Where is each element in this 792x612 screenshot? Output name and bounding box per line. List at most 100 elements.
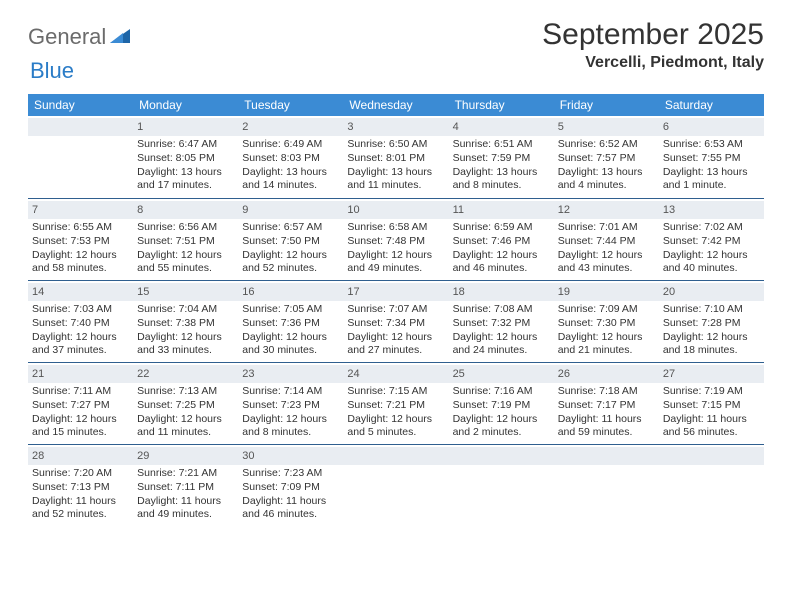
week-row: 14Sunrise: 7:03 AMSunset: 7:40 PMDayligh… xyxy=(28,280,764,362)
dow-friday: Friday xyxy=(554,94,659,116)
sunrise-text: Sunrise: 7:05 AM xyxy=(242,303,339,317)
sunset-text: Sunset: 7:50 PM xyxy=(242,235,339,249)
sunset-text: Sunset: 7:28 PM xyxy=(663,317,760,331)
sunset-text: Sunset: 7:23 PM xyxy=(242,399,339,413)
sunset-text: Sunset: 7:11 PM xyxy=(137,481,234,495)
sunrise-text: Sunrise: 7:15 AM xyxy=(347,385,444,399)
sunrise-text: Sunrise: 7:20 AM xyxy=(32,467,129,481)
day-number: 4 xyxy=(449,118,554,136)
daylight-text: Daylight: 12 hours and 46 minutes. xyxy=(453,249,550,276)
title-block: September 2025 Vercelli, Piedmont, Italy xyxy=(542,18,764,72)
daylight-text: Daylight: 12 hours and 30 minutes. xyxy=(242,331,339,358)
day-number: 18 xyxy=(449,283,554,301)
day-cell: 26Sunrise: 7:18 AMSunset: 7:17 PMDayligh… xyxy=(554,363,659,444)
day-number xyxy=(659,447,764,465)
day-number: 9 xyxy=(238,201,343,219)
sunset-text: Sunset: 7:21 PM xyxy=(347,399,444,413)
day-cell xyxy=(343,445,448,526)
week-row: 21Sunrise: 7:11 AMSunset: 7:27 PMDayligh… xyxy=(28,362,764,444)
calendar: Sunday Monday Tuesday Wednesday Thursday… xyxy=(28,94,764,526)
daylight-text: Daylight: 11 hours and 52 minutes. xyxy=(32,495,129,522)
daylight-text: Daylight: 12 hours and 18 minutes. xyxy=(663,331,760,358)
sunset-text: Sunset: 8:05 PM xyxy=(137,152,234,166)
daylight-text: Daylight: 13 hours and 17 minutes. xyxy=(137,166,234,193)
day-number: 29 xyxy=(133,447,238,465)
day-cell: 3Sunrise: 6:50 AMSunset: 8:01 PMDaylight… xyxy=(343,116,448,198)
day-cell: 6Sunrise: 6:53 AMSunset: 7:55 PMDaylight… xyxy=(659,116,764,198)
sunrise-text: Sunrise: 7:21 AM xyxy=(137,467,234,481)
daylight-text: Daylight: 11 hours and 49 minutes. xyxy=(137,495,234,522)
day-cell: 16Sunrise: 7:05 AMSunset: 7:36 PMDayligh… xyxy=(238,281,343,362)
sunset-text: Sunset: 7:09 PM xyxy=(242,481,339,495)
day-cell xyxy=(554,445,659,526)
daylight-text: Daylight: 12 hours and 11 minutes. xyxy=(137,413,234,440)
sunset-text: Sunset: 7:19 PM xyxy=(453,399,550,413)
day-cell: 5Sunrise: 6:52 AMSunset: 7:57 PMDaylight… xyxy=(554,116,659,198)
daylight-text: Daylight: 12 hours and 5 minutes. xyxy=(347,413,444,440)
day-number: 14 xyxy=(28,283,133,301)
day-cell: 22Sunrise: 7:13 AMSunset: 7:25 PMDayligh… xyxy=(133,363,238,444)
day-cell: 15Sunrise: 7:04 AMSunset: 7:38 PMDayligh… xyxy=(133,281,238,362)
daylight-text: Daylight: 12 hours and 37 minutes. xyxy=(32,331,129,358)
sunrise-text: Sunrise: 7:08 AM xyxy=(453,303,550,317)
daylight-text: Daylight: 13 hours and 14 minutes. xyxy=(242,166,339,193)
daylight-text: Daylight: 12 hours and 8 minutes. xyxy=(242,413,339,440)
sunset-text: Sunset: 7:38 PM xyxy=(137,317,234,331)
sunset-text: Sunset: 7:36 PM xyxy=(242,317,339,331)
sunset-text: Sunset: 7:34 PM xyxy=(347,317,444,331)
sunrise-text: Sunrise: 7:04 AM xyxy=(137,303,234,317)
daylight-text: Daylight: 12 hours and 43 minutes. xyxy=(558,249,655,276)
month-title: September 2025 xyxy=(542,18,764,52)
sunrise-text: Sunrise: 7:23 AM xyxy=(242,467,339,481)
dow-wednesday: Wednesday xyxy=(343,94,448,116)
daylight-text: Daylight: 13 hours and 11 minutes. xyxy=(347,166,444,193)
day-number xyxy=(554,447,659,465)
sunrise-text: Sunrise: 6:51 AM xyxy=(453,138,550,152)
day-cell: 17Sunrise: 7:07 AMSunset: 7:34 PMDayligh… xyxy=(343,281,448,362)
day-cell xyxy=(28,116,133,198)
daylight-text: Daylight: 12 hours and 27 minutes. xyxy=(347,331,444,358)
daylight-text: Daylight: 12 hours and 55 minutes. xyxy=(137,249,234,276)
day-number: 6 xyxy=(659,118,764,136)
day-cell: 27Sunrise: 7:19 AMSunset: 7:15 PMDayligh… xyxy=(659,363,764,444)
sunset-text: Sunset: 7:53 PM xyxy=(32,235,129,249)
daylight-text: Daylight: 11 hours and 46 minutes. xyxy=(242,495,339,522)
day-number: 2 xyxy=(238,118,343,136)
day-cell: 2Sunrise: 6:49 AMSunset: 8:03 PMDaylight… xyxy=(238,116,343,198)
sunrise-text: Sunrise: 7:13 AM xyxy=(137,385,234,399)
daylight-text: Daylight: 12 hours and 21 minutes. xyxy=(558,331,655,358)
sunrise-text: Sunrise: 7:02 AM xyxy=(663,221,760,235)
sunrise-text: Sunrise: 6:57 AM xyxy=(242,221,339,235)
day-number: 26 xyxy=(554,365,659,383)
dow-monday: Monday xyxy=(133,94,238,116)
sunrise-text: Sunrise: 6:50 AM xyxy=(347,138,444,152)
sunrise-text: Sunrise: 6:55 AM xyxy=(32,221,129,235)
day-cell: 29 Sunrise: 7:21 AMSunset: 7:11 PMDayligh… xyxy=(133,445,238,526)
weeks-container: 1Sunrise: 6:47 AMSunset: 8:05 PMDaylight… xyxy=(28,116,764,526)
day-number: 19 xyxy=(554,283,659,301)
daylight-text: Daylight: 12 hours and 15 minutes. xyxy=(32,413,129,440)
day-cell: 1Sunrise: 6:47 AMSunset: 8:05 PMDaylight… xyxy=(133,116,238,198)
week-row: 28Sunrise: 7:20 AMSunset: 7:13 PMDayligh… xyxy=(28,444,764,526)
sunrise-text: Sunrise: 7:19 AM xyxy=(663,385,760,399)
sunset-text: Sunset: 7:55 PM xyxy=(663,152,760,166)
day-number: 8 xyxy=(133,201,238,219)
sunrise-text: Sunrise: 6:52 AM xyxy=(558,138,655,152)
daylight-text: Daylight: 13 hours and 1 minute. xyxy=(663,166,760,193)
sunrise-text: Sunrise: 7:18 AM xyxy=(558,385,655,399)
day-cell: 9Sunrise: 6:57 AMSunset: 7:50 PMDaylight… xyxy=(238,199,343,280)
sunset-text: Sunset: 7:57 PM xyxy=(558,152,655,166)
daylight-text: Daylight: 12 hours and 58 minutes. xyxy=(32,249,129,276)
day-number xyxy=(28,118,133,136)
week-row: 1Sunrise: 6:47 AMSunset: 8:05 PMDaylight… xyxy=(28,116,764,198)
day-number xyxy=(343,447,448,465)
day-number: 21 xyxy=(28,365,133,383)
sunset-text: Sunset: 7:27 PM xyxy=(32,399,129,413)
sunrise-text: Sunrise: 6:56 AM xyxy=(137,221,234,235)
daylight-text: Daylight: 12 hours and 33 minutes. xyxy=(137,331,234,358)
day-cell xyxy=(449,445,554,526)
day-number: 7 xyxy=(28,201,133,219)
logo: General xyxy=(28,18,132,50)
sunrise-text: Sunrise: 7:10 AM xyxy=(663,303,760,317)
daylight-text: Daylight: 12 hours and 24 minutes. xyxy=(453,331,550,358)
